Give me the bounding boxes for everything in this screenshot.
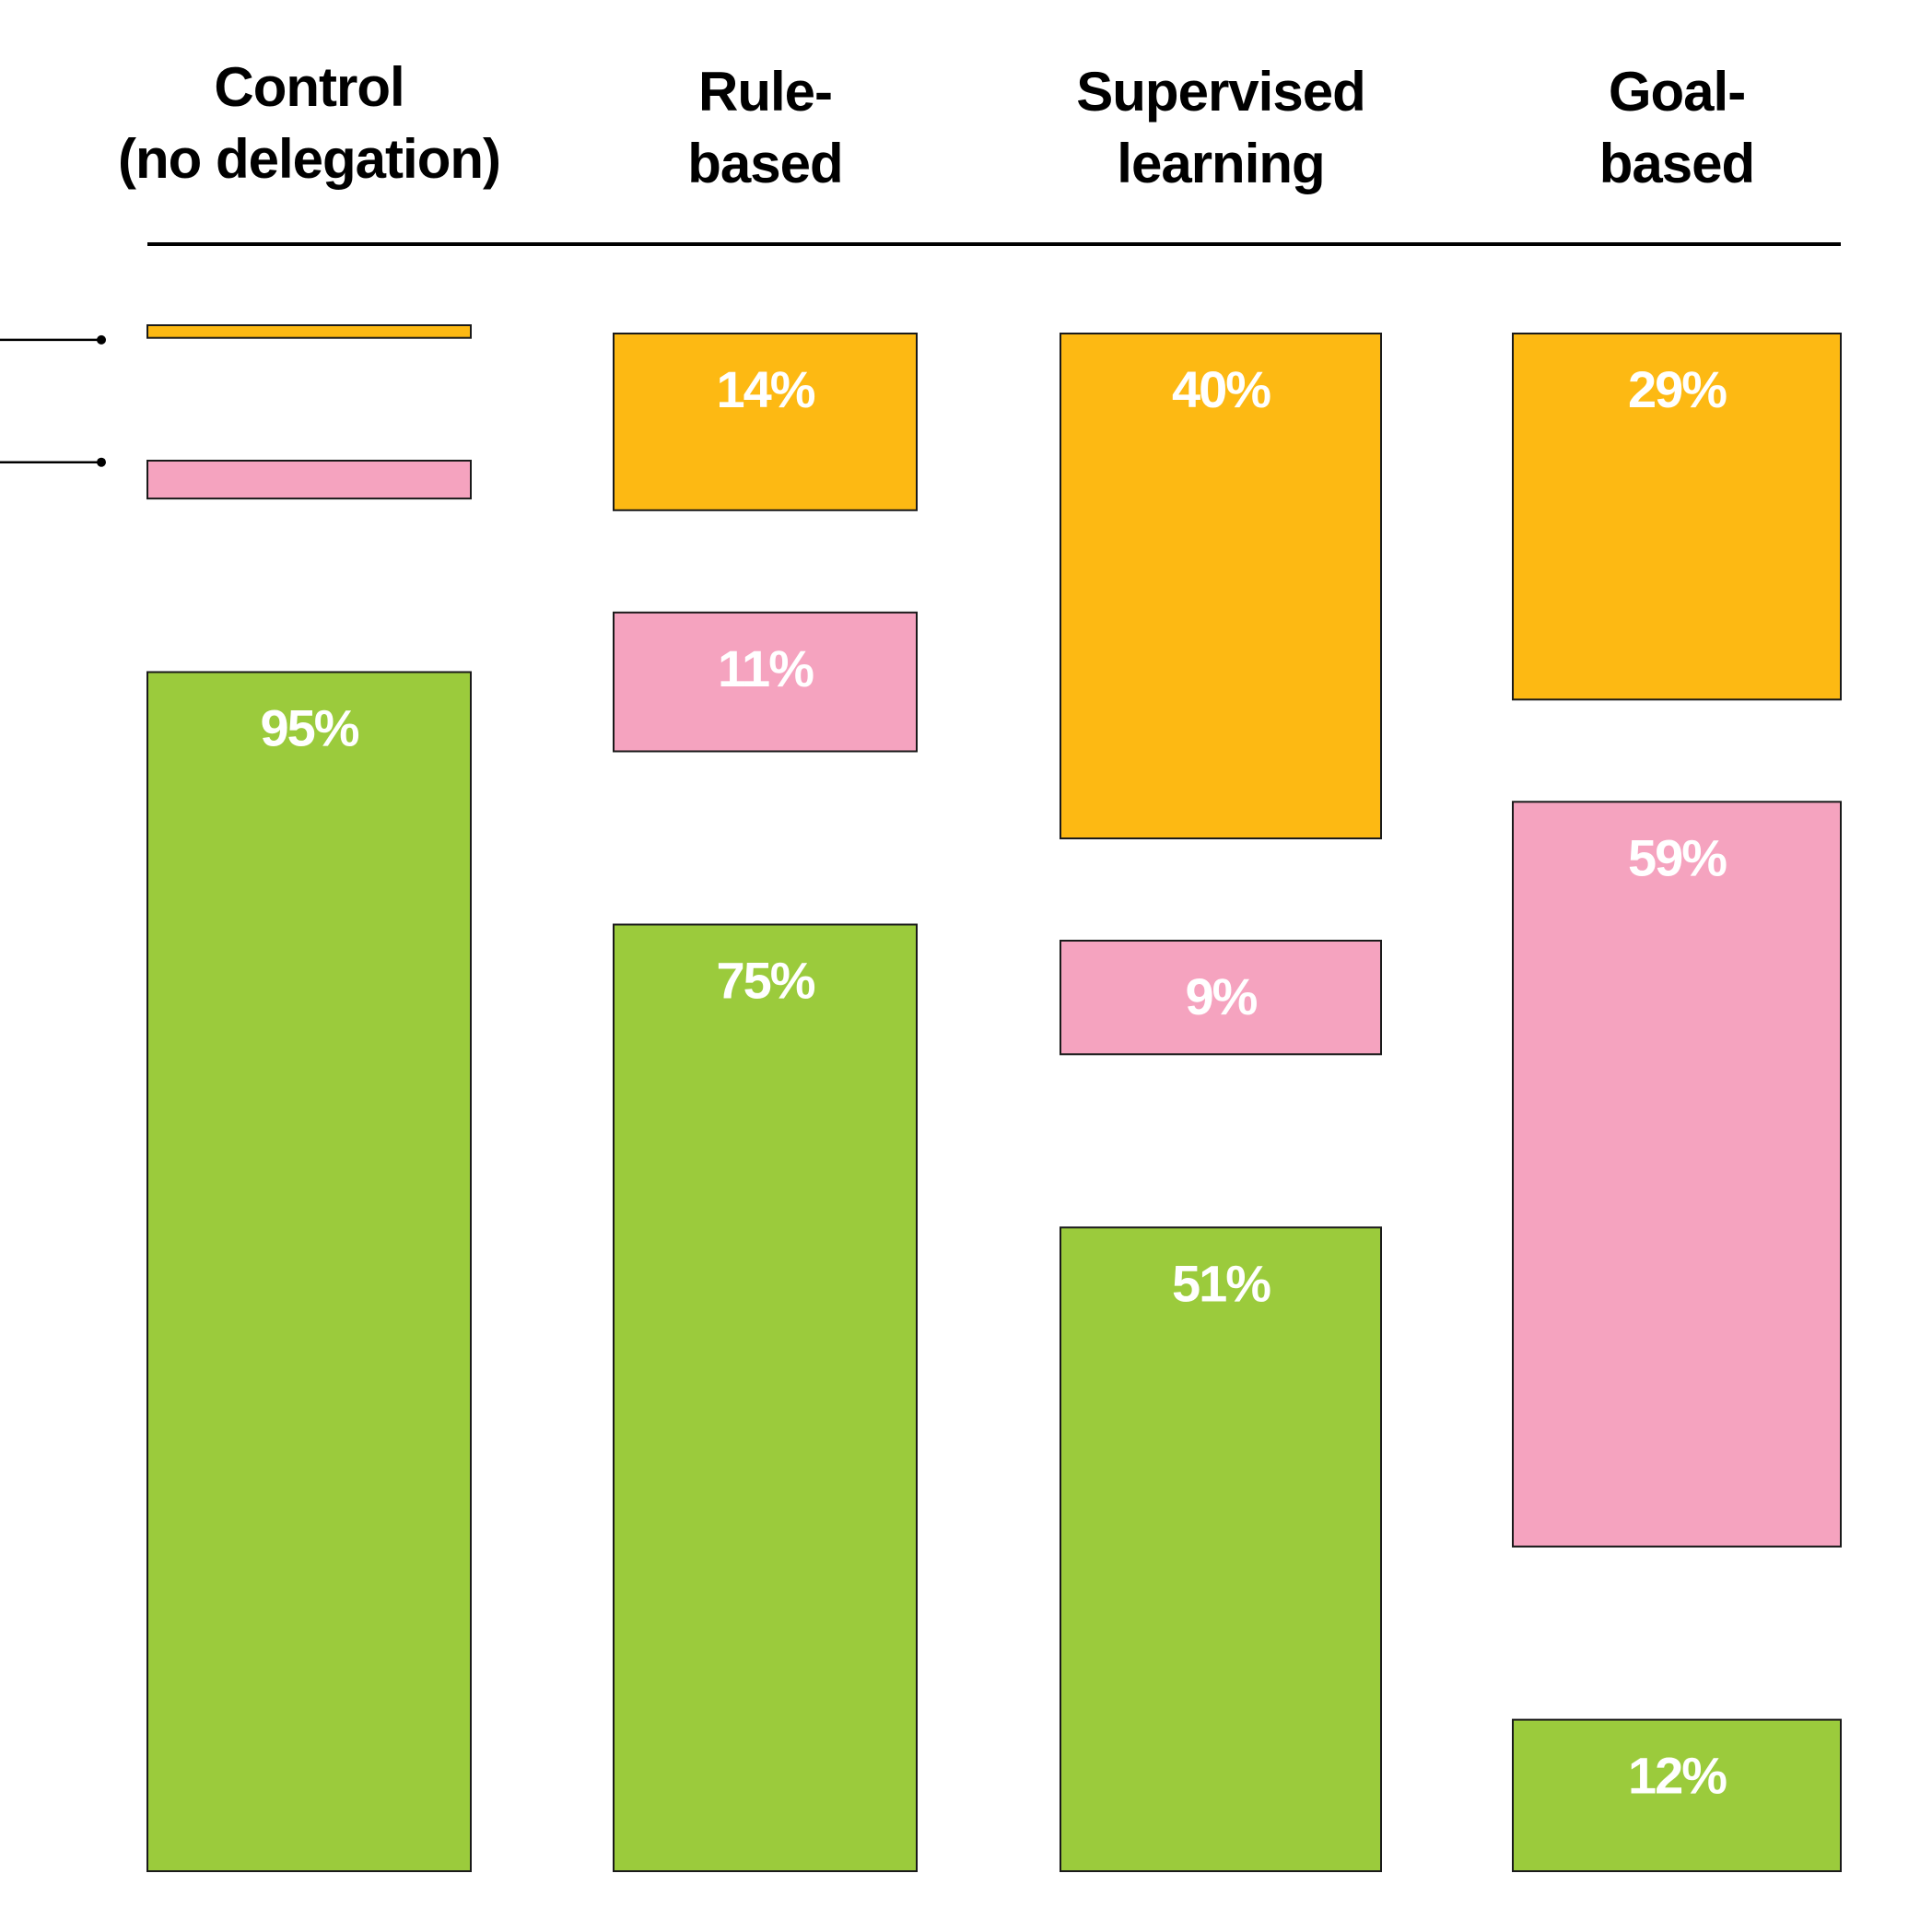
bar-yellow	[613, 333, 918, 511]
bar-pink	[146, 460, 472, 500]
bar-pink	[613, 611, 918, 753]
bar-green	[613, 923, 918, 1872]
bar-yellow	[1060, 333, 1382, 839]
legend-leader-dot	[97, 457, 106, 467]
category-header: Supervised	[1076, 61, 1364, 123]
data-label: 9%	[1186, 967, 1258, 1025]
data-label: 12%	[1628, 1747, 1727, 1805]
bar-yellow	[1512, 333, 1842, 701]
data-label: 75%	[716, 952, 814, 1010]
category-header: Rule-	[698, 61, 832, 123]
data-label: 51%	[1172, 1254, 1270, 1312]
category-header: Goal-	[1609, 61, 1745, 123]
bar-yellow	[146, 324, 472, 339]
bar-green	[146, 671, 472, 1872]
category-header: Control	[214, 56, 404, 118]
bar-green	[1060, 1226, 1382, 1873]
bar-pink	[1060, 940, 1382, 1056]
data-label: 14%	[716, 360, 814, 418]
category-header: (no delegation)	[118, 128, 500, 190]
bar-pink	[1512, 801, 1842, 1548]
legend-leader-dot	[97, 334, 106, 345]
category-header: based	[1599, 133, 1754, 194]
data-label: 29%	[1628, 360, 1727, 418]
data-label: 95%	[260, 699, 358, 757]
data-label: 11%	[718, 639, 814, 697]
data-label: 59%	[1628, 828, 1727, 886]
category-header: learning	[1117, 133, 1324, 194]
category-header: based	[687, 133, 842, 194]
bar-green	[1512, 1718, 1842, 1872]
data-label: 40%	[1172, 360, 1270, 418]
